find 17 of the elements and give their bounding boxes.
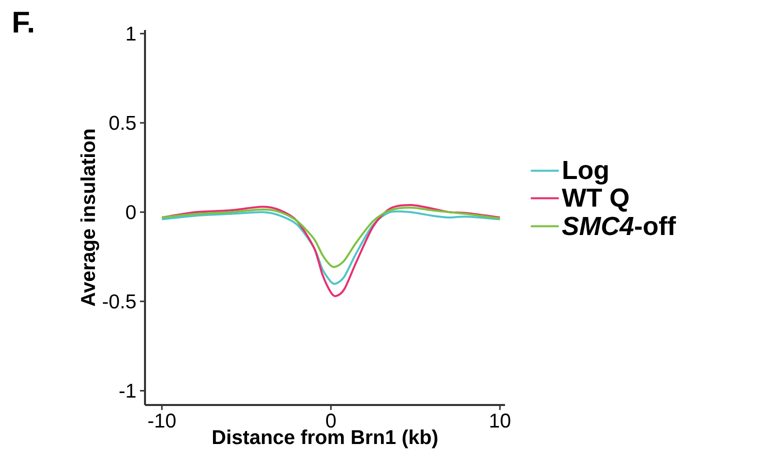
y-tick-label: 0 (126, 205, 136, 220)
x-axis-title: Distance from Brn1 (kb) (212, 430, 438, 448)
line-series (160, 204, 501, 298)
y-tick-label: 0.5 (109, 116, 136, 130)
x-tick-label: 0 (326, 414, 336, 428)
y-axis-title: Average insulation (80, 130, 100, 306)
x-tick-label: 10 (490, 414, 510, 428)
legend-label: SMC4-off (562, 216, 676, 236)
line-series (160, 206, 501, 268)
x-tick-label: -10 (148, 414, 176, 428)
line-series (160, 210, 501, 285)
y-tick-label: 1 (126, 26, 136, 40)
y-tick-label: -0.5 (102, 294, 136, 308)
chart-title: F. (14, 12, 34, 32)
y-tick-label: -1 (120, 384, 136, 398)
legend-label: Log (564, 161, 608, 184)
legend-label: WT Q (562, 188, 629, 212)
